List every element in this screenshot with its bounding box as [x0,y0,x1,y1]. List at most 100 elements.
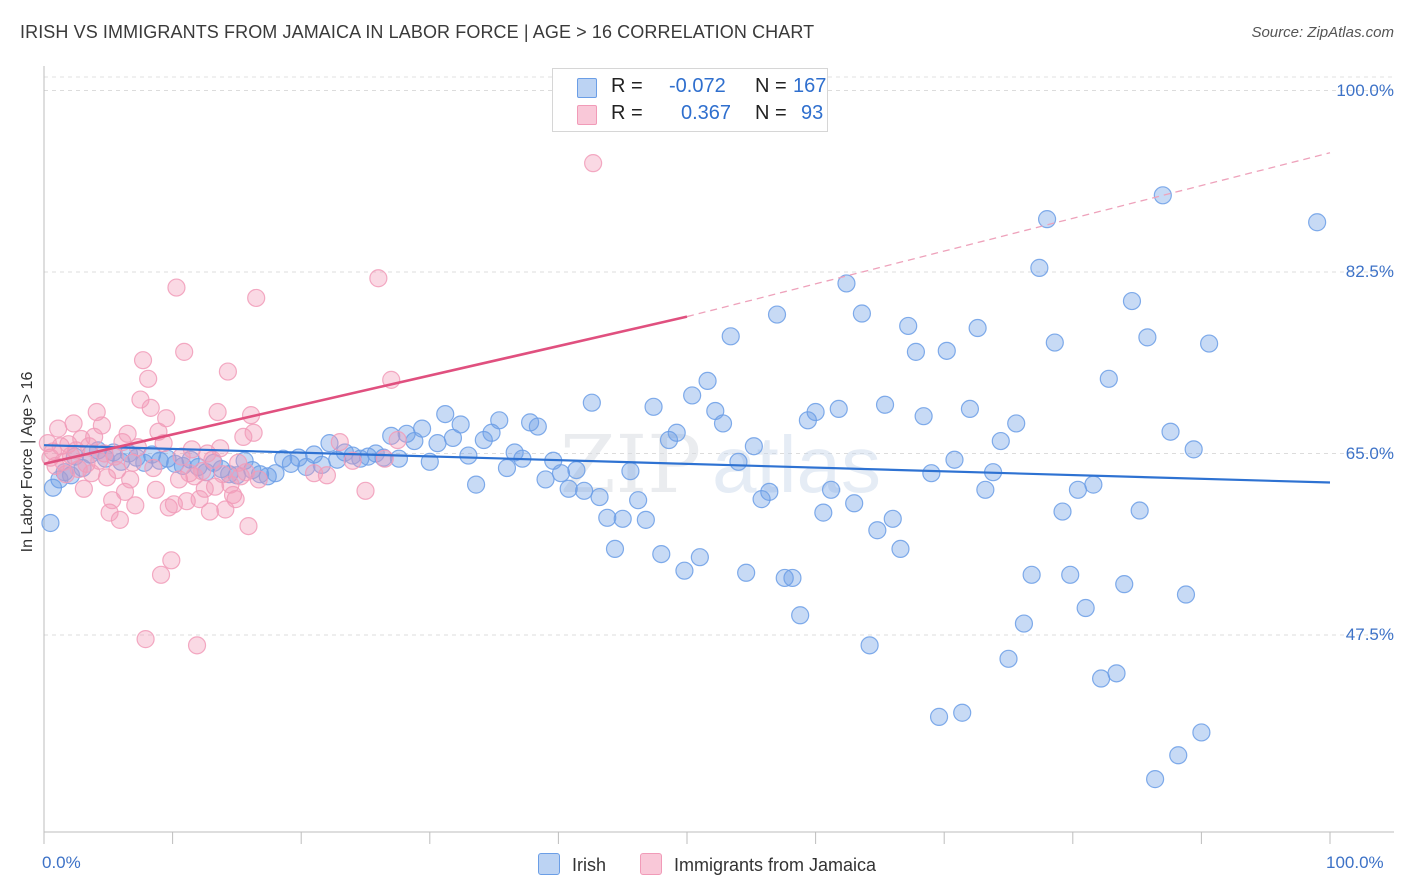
jamaica-point [330,432,349,452]
irish-point [1115,575,1134,594]
jamaica-point [74,479,93,498]
jamaica-point [121,470,140,489]
jamaica-point [226,490,245,509]
irish-point [1076,598,1095,618]
x-tick-min: 0.0% [42,853,81,872]
irish-point [1122,291,1142,311]
irish-point [613,509,632,528]
irish-point [497,458,517,478]
jamaica-point [108,460,127,480]
irish-point [1161,422,1180,441]
jamaica-point [218,362,237,381]
irish-point [1153,186,1172,205]
chart-title: IRISH VS IMMIGRANTS FROM JAMAICA IN LABO… [20,22,815,42]
axes [43,66,1394,844]
irish-point [767,305,787,324]
bottom-legend-jamaica-label: Immigrants from Jamaica [674,855,877,875]
irish-point [590,487,609,507]
irish-point [721,327,740,346]
irish-point [621,462,640,481]
source-label: Source: ZipAtlas.com [1251,24,1394,41]
jamaica-point [247,288,266,308]
irish-point [960,399,980,419]
irish-point [490,411,509,430]
irish-point [922,464,941,483]
irish-point [737,563,756,582]
irish-point [466,475,486,494]
bottom-legend-swatch-blue [538,853,560,875]
bottom-legend-irish: Irish [538,853,606,876]
irish-point [636,510,655,529]
jamaica-point [211,439,230,458]
legend-r-label: R = [611,75,643,97]
jamaica-point [123,453,142,472]
jamaica-point [169,470,189,489]
irish-point [821,480,841,499]
jamaica-point [141,398,160,417]
jamaica-point [97,468,117,487]
irish-point [575,481,594,500]
irish-point [698,371,717,391]
irish-point [567,460,586,480]
correlation-legend: R = -0.072 N = 167 R = 0.367 N = 93 [552,68,828,132]
legend-r-value: -0.072 [669,75,726,97]
jamaica-point [249,470,268,489]
jamaica-point [234,427,253,447]
irish-point [474,430,493,450]
irish-point [1007,414,1026,433]
irish-point [891,539,910,559]
irish-point [1014,614,1034,633]
jamaica-point [244,423,263,442]
irish-point [752,490,771,509]
irish-point [675,561,694,580]
irish-point [953,703,972,722]
irish-point [875,395,895,414]
irish-point [860,636,879,655]
irish-point [760,482,779,501]
irish-point [1022,565,1041,584]
jamaica-point [157,409,176,428]
legend-n-label: N = [755,75,787,97]
irish-point [1184,440,1203,459]
irish-point [937,341,956,360]
trend-lines [43,152,1331,484]
jamaica-point [175,342,194,361]
irish-point [852,304,871,323]
irish-point [999,649,1018,668]
irish-point [582,393,601,412]
irish-point [868,521,887,540]
irish-point [1107,664,1126,683]
jamaica-point [103,491,122,510]
irish-point [451,415,470,434]
jamaica-point [369,269,388,288]
irish-point [1130,501,1149,520]
irish-point [690,548,709,567]
jamaica-point [200,502,219,521]
irish-point [1091,669,1111,688]
irish-point [713,414,733,433]
jamaica-point [64,414,83,433]
irish-point [266,464,285,483]
irish-point [1192,723,1211,742]
irish-point [845,494,864,513]
jamaica-point [133,351,153,370]
irish-point [991,431,1010,451]
irish-point [744,437,763,456]
jamaica-point [118,424,137,443]
irish-trend-line [43,444,1331,484]
irish-point [976,480,995,499]
irish-point [428,434,447,453]
jamaica-point [151,565,171,584]
irish-point [1045,333,1064,352]
irish-point [883,509,902,528]
irish-point [559,479,578,498]
jamaica-trend-line [43,315,688,466]
jamaica-point [146,480,165,499]
irish-point [1053,502,1072,521]
jamaica-point [239,516,258,536]
irish-point [899,316,918,336]
irish-point [1176,585,1196,604]
jamaica-point [375,449,394,468]
irish-point [929,707,949,726]
irish-point [644,397,663,416]
